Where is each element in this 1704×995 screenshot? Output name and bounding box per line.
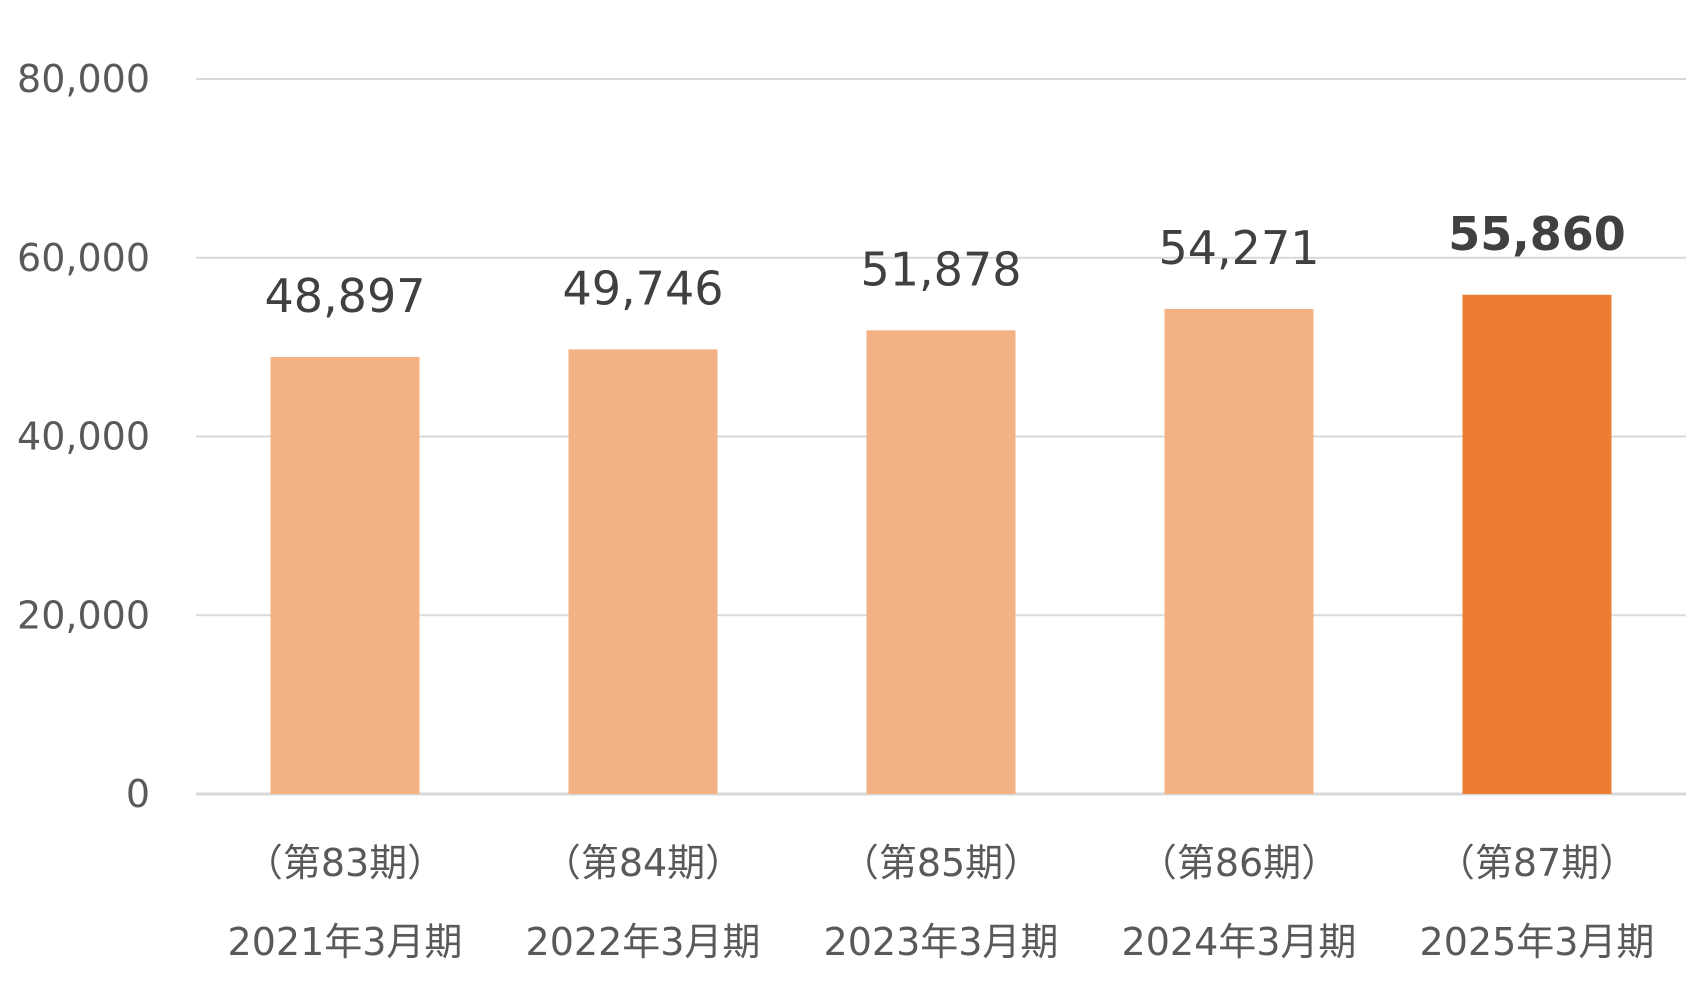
category-label: 2024年3月期	[1122, 920, 1357, 964]
y-tick-label: 60,000	[17, 236, 150, 280]
data-label: 48,897	[265, 269, 426, 323]
category-period-label: （第85期）	[841, 841, 1041, 885]
category-period-label: （第87期）	[1437, 841, 1637, 885]
category-label: 2025年3月期	[1420, 920, 1655, 964]
y-tick-label: 0	[126, 772, 150, 816]
category-label: 2023年3月期	[824, 920, 1059, 964]
bar	[568, 349, 718, 794]
category-period-label: （第86期）	[1139, 841, 1339, 885]
bars	[270, 294, 1612, 794]
bar	[1164, 308, 1314, 794]
category-label: 2021年3月期	[228, 920, 463, 964]
y-tick-label: 80,000	[17, 57, 150, 101]
category-period-label: （第84期）	[543, 841, 743, 885]
category-period-label: （第83期）	[245, 841, 445, 885]
y-tick-label: 40,000	[17, 415, 150, 459]
x-axis-category-labels: （第83期） 2021年3月期 （第84期） 2022年3月期 （第85期） 2023年3…	[228, 841, 1655, 964]
data-label: 54,271	[1159, 221, 1320, 275]
bar	[270, 356, 420, 794]
bar-highlighted	[1462, 294, 1612, 794]
data-labels: 48,897 49,746 51,878 54,271 55,860	[265, 207, 1626, 323]
y-axis-tick-labels: 0 20,000 40,000 60,000 80,000	[17, 57, 150, 816]
category-label: 2022年3月期	[526, 920, 761, 964]
data-label: 51,878	[861, 242, 1022, 296]
y-tick-label: 20,000	[17, 593, 150, 637]
bar	[866, 330, 1016, 794]
data-label: 55,860	[1448, 207, 1626, 261]
data-label: 49,746	[563, 261, 724, 315]
